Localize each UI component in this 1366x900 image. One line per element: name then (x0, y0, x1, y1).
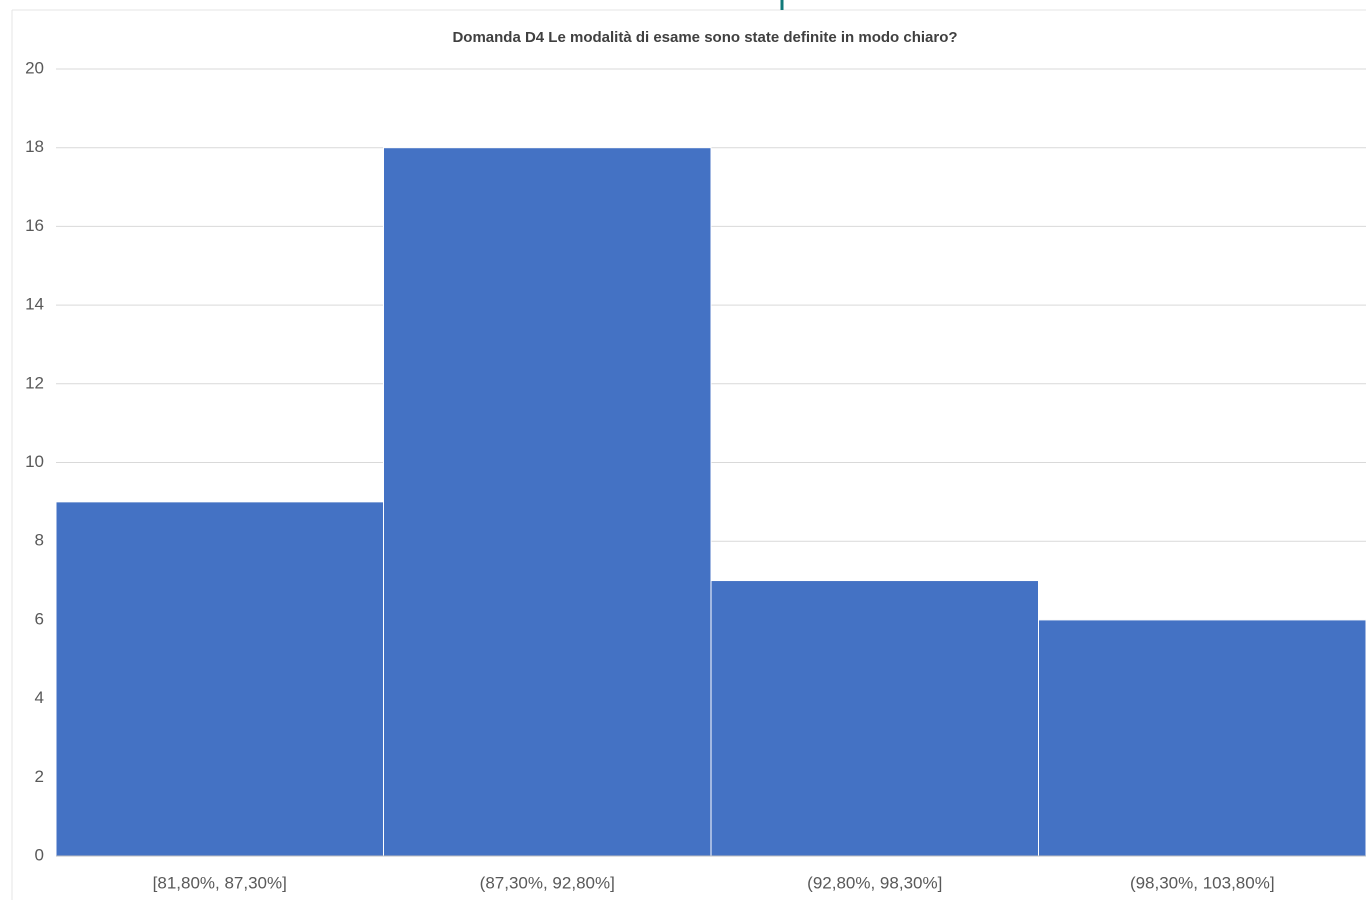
y-tick-label: 20 (25, 58, 44, 77)
x-tick-label: [81,80%, 87,30%] (153, 873, 287, 892)
bar (383, 147, 712, 857)
y-tick-label: 14 (25, 295, 44, 314)
x-tick-label: (92,80%, 98,30%] (807, 873, 942, 892)
y-tick-label: 2 (35, 767, 44, 786)
y-tick-label: 0 (35, 845, 44, 864)
y-tick-label: 4 (35, 688, 44, 707)
x-tick-label: (87,30%, 92,80%] (480, 873, 615, 892)
y-tick-label: 16 (25, 216, 44, 235)
y-tick-label: 12 (25, 373, 44, 392)
bar (1038, 619, 1366, 857)
bar (55, 501, 384, 857)
chart-title: Domanda D4 Le modalità di esame sono sta… (452, 29, 957, 46)
x-tick-label: (98,30%, 103,80%] (1130, 873, 1275, 892)
y-tick-label: 10 (25, 452, 44, 471)
y-tick-label: 8 (35, 531, 44, 550)
bar (710, 580, 1039, 857)
y-tick-label: 18 (25, 137, 44, 156)
y-tick-label: 6 (35, 609, 44, 628)
